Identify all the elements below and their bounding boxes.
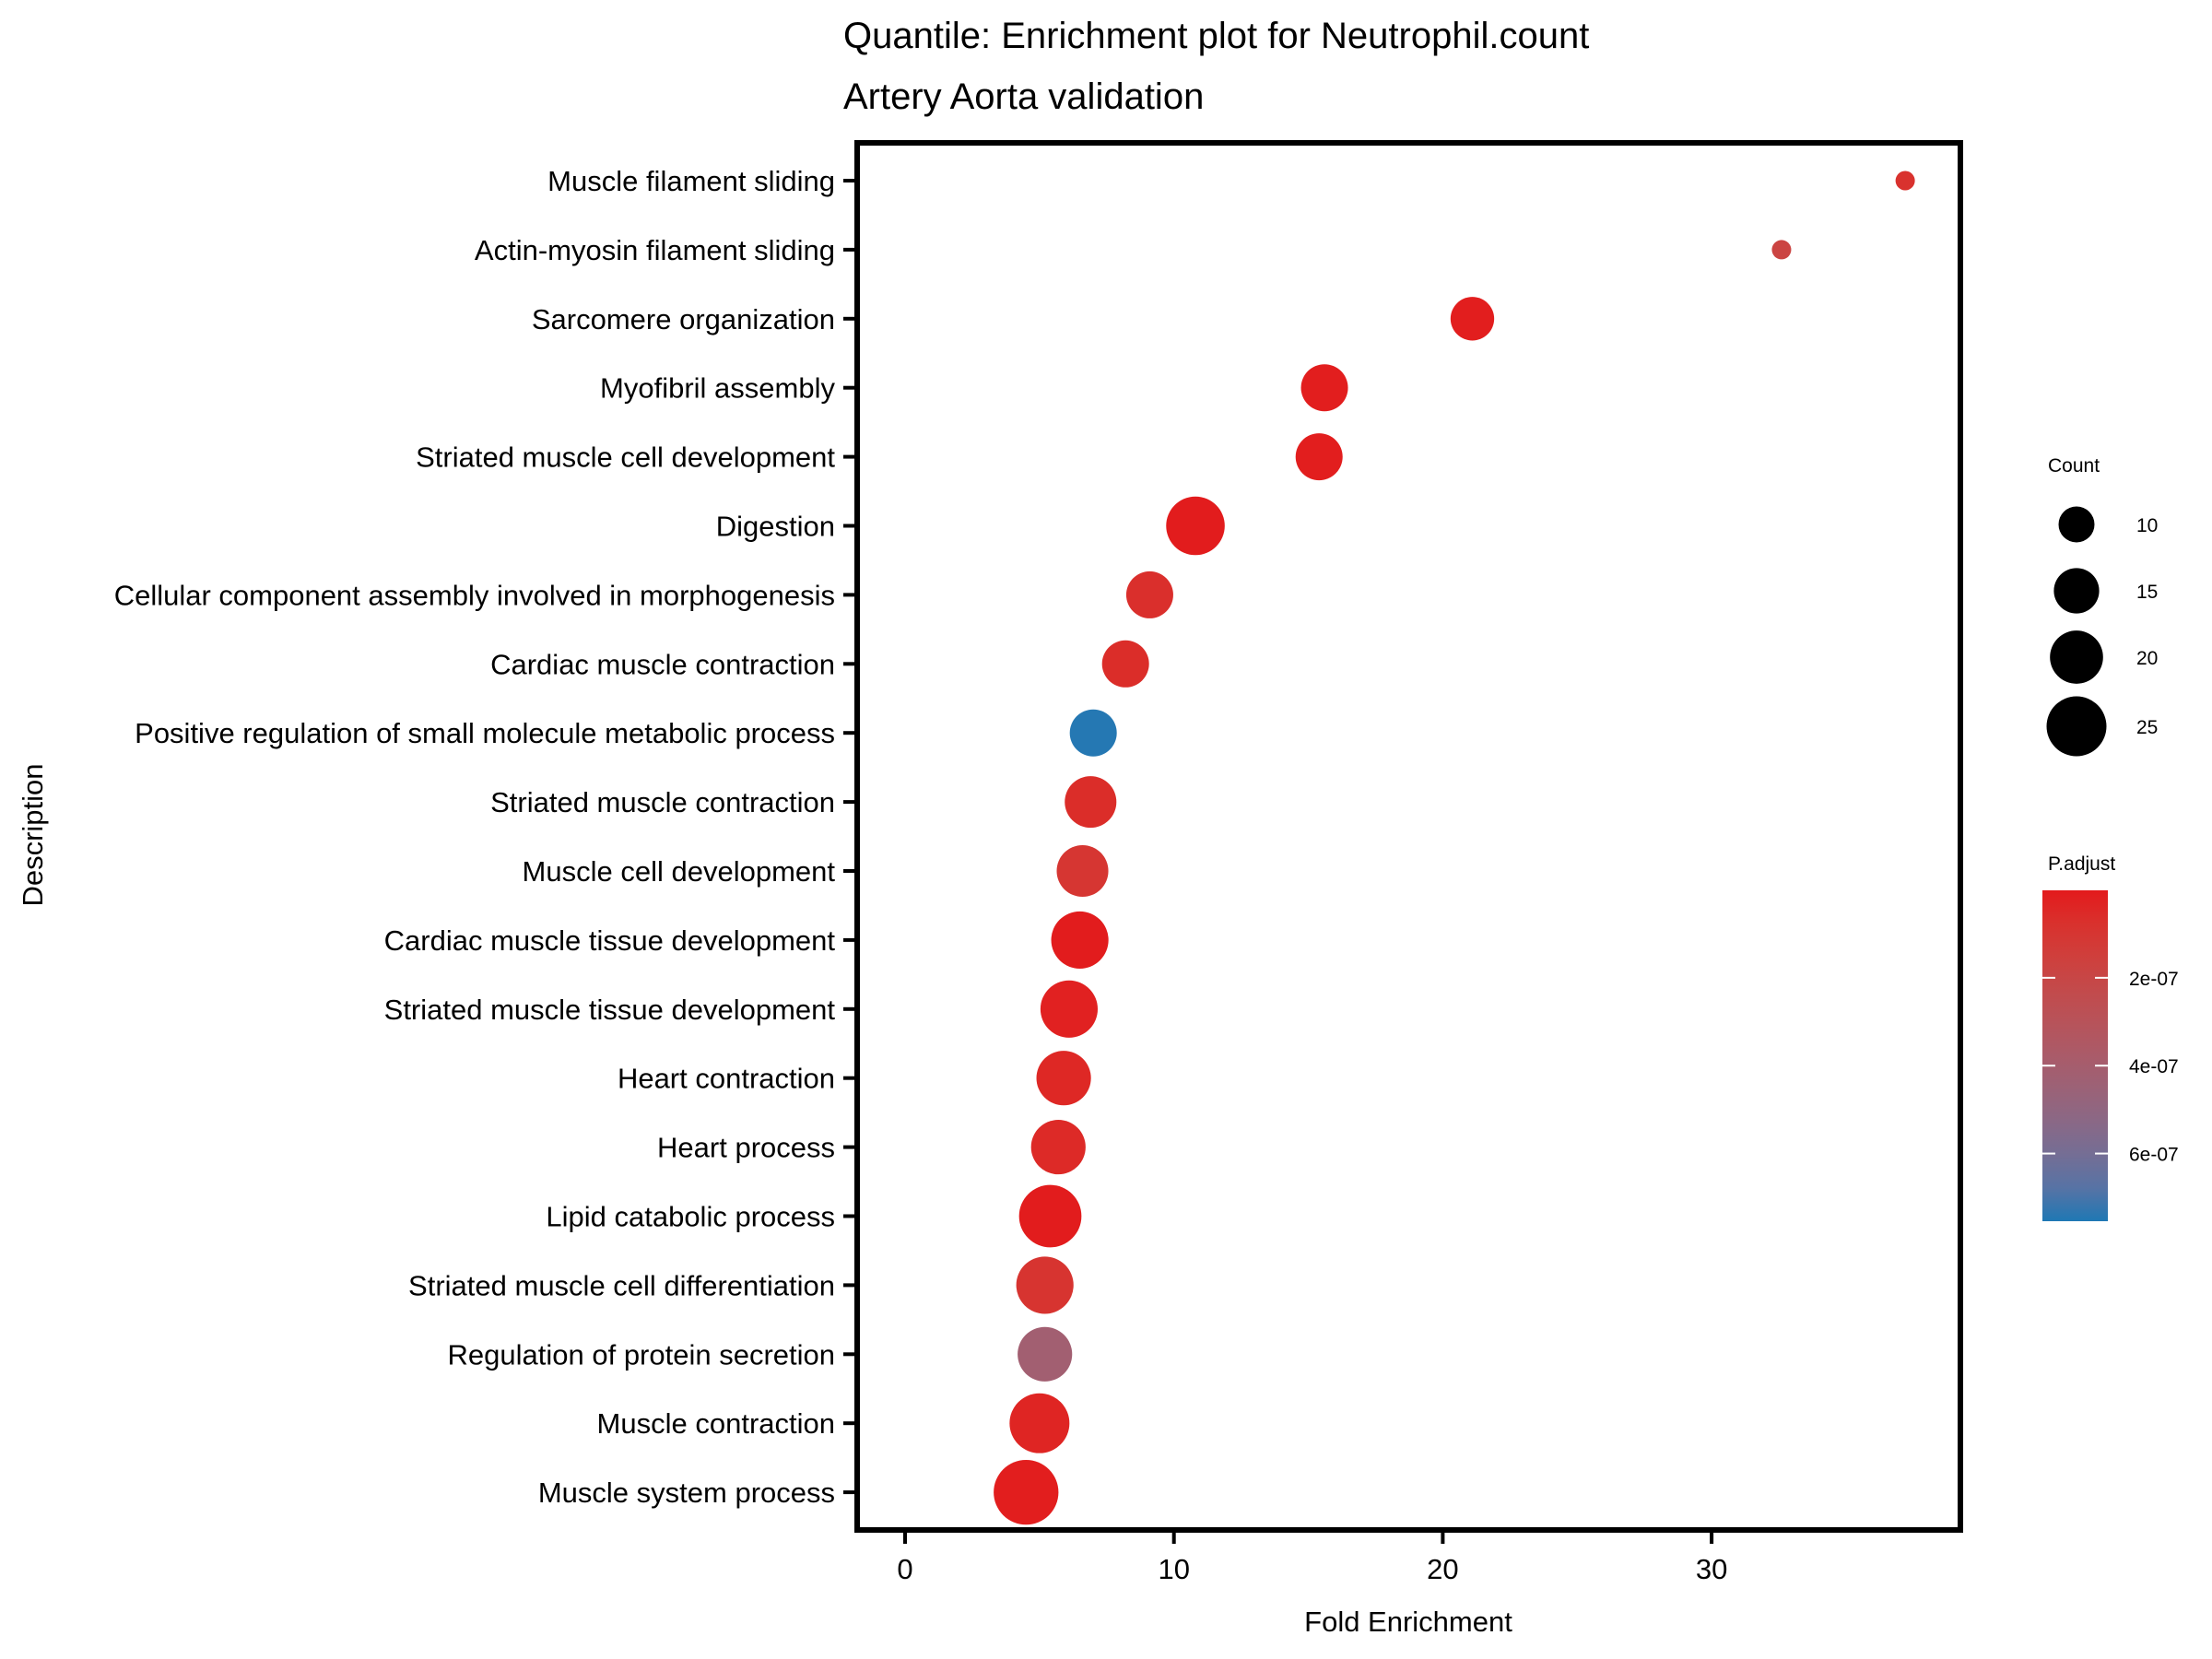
y-tick-label: Digestion [716, 511, 835, 543]
y-tick-label: Muscle filament sliding [547, 165, 835, 197]
size-legend-key [2050, 630, 2103, 684]
y-tick-label: Muscle cell development [523, 855, 836, 888]
data-point [1300, 364, 1348, 412]
data-point [1771, 240, 1792, 260]
x-axis-title: Fold Enrichment [1304, 1606, 1512, 1638]
chart-subtitle: Artery Aorta validation [843, 76, 1204, 117]
y-tick-label: Striated muscle tissue development [384, 994, 836, 1026]
data-point [1895, 171, 1915, 191]
color-legend-label: 6e-07 [2129, 1145, 2179, 1166]
y-axis-title: Description [17, 763, 49, 906]
x-axis: 0 10 20 30 [897, 1533, 1727, 1585]
color-legend-title: P.adjust [2048, 853, 2115, 875]
size-legend-key [2046, 696, 2107, 757]
points-layer [994, 171, 1915, 1525]
data-point [1040, 980, 1099, 1038]
size-legend-label: 15 [2136, 582, 2158, 603]
y-tick-label: Heart process [657, 1132, 835, 1164]
y-tick-label: Striated muscle cell differentiation [408, 1269, 835, 1301]
data-point [1069, 709, 1117, 757]
size-legend-label: 20 [2136, 648, 2158, 669]
y-tick-label: Actin-myosin filament sliding [475, 234, 835, 266]
y-tick-label: Lipid catabolic process [546, 1201, 835, 1233]
data-point [1018, 1326, 1073, 1382]
x-tick-label: 0 [897, 1553, 912, 1585]
y-tick-label: Cardiac muscle tissue development [384, 924, 836, 957]
x-tick-label: 10 [1158, 1553, 1189, 1585]
size-legend-key [2053, 568, 2100, 614]
y-tick-label: Cardiac muscle contraction [490, 648, 835, 680]
y-tick-label: Positive regulation of small molecule me… [135, 717, 835, 749]
y-axis: Muscle filament sliding Actin-myosin fila… [114, 165, 854, 1509]
data-point [1051, 911, 1109, 969]
y-tick-label: Myofibril assembly [600, 372, 835, 405]
chart-title: Quantile: Enrichment plot for Neutrophil… [843, 16, 1589, 56]
color-legend: P.adjust 2e-07 4e-07 6e-07 [2042, 853, 2179, 1221]
y-tick-label: Striated muscle contraction [490, 786, 835, 818]
data-point [1101, 640, 1149, 688]
y-tick-label: Striated muscle cell development [416, 441, 835, 474]
size-legend-title: Count [2048, 455, 2100, 477]
color-legend-label: 4e-07 [2129, 1056, 2179, 1077]
data-point [1056, 844, 1109, 898]
data-point [1065, 776, 1117, 829]
data-point [1450, 297, 1495, 341]
y-tick-label: Sarcomere organization [532, 303, 835, 335]
data-point [1016, 1256, 1074, 1314]
size-legend-key [2058, 506, 2095, 543]
data-point [1036, 1051, 1091, 1106]
data-point [1166, 496, 1225, 556]
size-legend-label: 25 [2136, 717, 2158, 738]
size-legend: Count 10 15 20 25 [2046, 455, 2158, 757]
data-point [1030, 1120, 1086, 1175]
data-point [1009, 1393, 1070, 1453]
color-legend-label: 2e-07 [2129, 969, 2179, 990]
y-tick-label: Heart contraction [618, 1063, 835, 1095]
data-point [1125, 571, 1173, 618]
y-tick-label: Muscle contraction [597, 1407, 835, 1440]
plot-panel-border [854, 140, 1963, 1533]
y-tick-label: Muscle system process [538, 1477, 835, 1509]
data-point [1018, 1184, 1082, 1248]
x-tick-label: 20 [1427, 1553, 1458, 1585]
x-tick-label: 30 [1696, 1553, 1727, 1585]
data-point [994, 1459, 1059, 1525]
color-bar [2042, 890, 2108, 1221]
size-legend-label: 10 [2136, 515, 2158, 536]
data-point [1295, 433, 1343, 481]
y-tick-label: Regulation of protein secretion [448, 1338, 835, 1371]
y-tick-label: Cellular component assembly involved in … [114, 579, 835, 611]
